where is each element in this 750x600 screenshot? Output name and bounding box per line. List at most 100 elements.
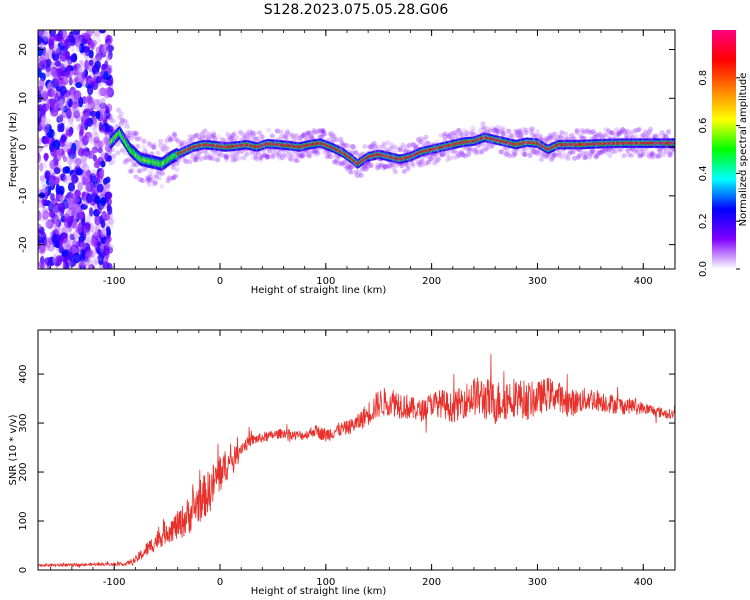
heatmap-cell	[53, 167, 61, 175]
heatmap-cell	[147, 142, 153, 148]
heatmap-cell	[116, 107, 122, 113]
heatmap-cell	[249, 129, 255, 135]
heatmap-cell	[254, 156, 260, 162]
heatmap-cell	[245, 134, 251, 140]
heatmap-cell	[69, 35, 76, 44]
heatmap-cell	[77, 181, 83, 191]
heatmap-cell	[368, 162, 374, 168]
y-tick-label: 20	[18, 43, 29, 56]
heatmap-cell	[530, 126, 536, 132]
heatmap-cell	[106, 54, 112, 61]
heatmap-cell	[95, 220, 101, 231]
heatmap-cell	[72, 30, 81, 36]
heatmap-cell	[62, 155, 68, 163]
heatmap-cell	[283, 134, 289, 140]
heatmap-cell	[79, 264, 85, 269]
heatmap-cell	[365, 163, 371, 169]
snr-frame	[37, 329, 676, 571]
heatmap-cell	[213, 151, 219, 157]
heatmap-cell	[329, 133, 335, 139]
x-tick-label: 0	[217, 577, 223, 588]
heatmap-cell	[52, 131, 57, 139]
snr-y-axis-label: SNR (10 * v/v)	[8, 414, 19, 485]
heatmap-cell	[73, 90, 82, 100]
heatmap-cell	[288, 157, 294, 163]
heatmap-cell	[310, 148, 316, 154]
heatmap-cell	[591, 149, 597, 155]
heatmap-cell	[98, 30, 107, 34]
heatmap-cell	[60, 173, 66, 181]
heatmap-cell	[225, 136, 231, 142]
heatmap-cell	[202, 128, 208, 134]
heatmap-cell	[382, 163, 388, 169]
heatmap-cell	[44, 219, 50, 229]
heatmap-cell	[331, 134, 337, 140]
heatmap-cell	[211, 130, 217, 136]
heatmap-cell	[40, 176, 48, 188]
heatmap-cell	[166, 134, 172, 140]
heatmap-cell	[39, 162, 48, 170]
heatmap-cell	[137, 168, 143, 174]
heatmap-cell	[165, 178, 171, 184]
heatmap-cell	[85, 249, 94, 258]
heatmap-cell	[126, 135, 132, 141]
heatmap-cell	[114, 150, 120, 156]
heatmap-cell	[105, 106, 110, 115]
heatmap-cell	[353, 150, 359, 156]
heatmap-cell	[118, 120, 124, 126]
heatmap-cell	[74, 91, 81, 100]
heatmap-cell	[296, 135, 302, 141]
heatmap-cell	[321, 131, 327, 137]
y-tick-label: 300	[18, 414, 29, 433]
heatmap-cell	[206, 135, 212, 141]
heatmap-cell	[565, 155, 571, 161]
heatmap-cell	[146, 177, 152, 183]
heatmap-cell	[67, 182, 76, 192]
heatmap-cell	[56, 113, 62, 123]
heatmap-cell	[145, 176, 151, 182]
heatmap-cell	[394, 162, 400, 168]
y-tick-label: -20	[18, 236, 29, 252]
heatmap-cell	[71, 246, 77, 254]
heatmap-cell	[100, 228, 106, 238]
heatmap-cell	[128, 168, 134, 174]
heatmap-cell	[45, 123, 50, 134]
heatmap-cell	[59, 102, 64, 109]
heatmap-cell	[178, 143, 184, 149]
colorbar-tick-label: 0.6	[698, 118, 709, 134]
heatmap-cell	[93, 99, 101, 111]
heatmap-cell	[287, 131, 293, 137]
heatmap-cell	[101, 212, 109, 220]
heatmap-cell	[140, 178, 146, 184]
heatmap-cell	[38, 235, 43, 246]
heatmap-cell	[328, 154, 334, 160]
heatmap-cell	[78, 211, 85, 221]
heatmap-cell	[87, 96, 94, 105]
heatmap-cell	[75, 44, 81, 52]
heatmap-cell	[64, 166, 71, 174]
heatmap-cell	[59, 122, 65, 133]
heatmap-cell	[89, 110, 98, 118]
heatmap-cell	[86, 133, 94, 142]
heatmap-cell	[48, 201, 54, 211]
heatmap-cell	[95, 110, 101, 120]
heatmap-cell	[274, 128, 280, 134]
heatmap-cell	[208, 155, 214, 161]
heatmap-cell	[99, 169, 105, 178]
heatmap-cell	[344, 166, 350, 172]
heatmap-cell	[58, 70, 65, 81]
heatmap-cell	[132, 130, 138, 136]
spectrogram-x-axis-label: Height of straight line (km)	[251, 285, 387, 296]
heatmap-cell	[145, 178, 151, 184]
heatmap-cell	[339, 140, 345, 146]
heatmap-cell	[278, 129, 284, 135]
heatmap-cell	[172, 174, 177, 180]
spectrogram-y-axis-label: Frequency (Hz)	[8, 112, 19, 188]
colorbar-tick-label: 0.2	[698, 213, 709, 229]
heatmap-cell	[155, 150, 161, 156]
heatmap-cell	[179, 140, 185, 146]
heatmap-cell	[141, 138, 147, 144]
heatmap-cell	[192, 153, 198, 159]
heatmap-cell	[198, 148, 204, 154]
